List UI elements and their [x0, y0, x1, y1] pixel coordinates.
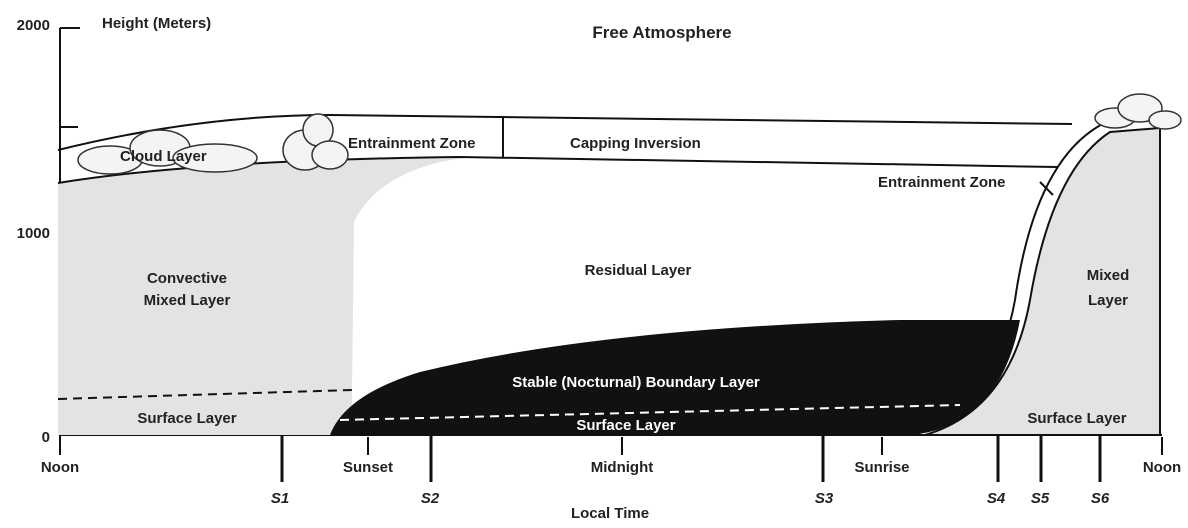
tick-label: 1000 [17, 225, 50, 242]
dashed-line [339, 404, 961, 421]
time-label: Sunset [343, 459, 393, 476]
time-label: Noon [1143, 459, 1181, 476]
station-label: S3 [815, 490, 834, 507]
time-label: Sunrise [854, 459, 909, 476]
label: Free Atmosphere [592, 23, 731, 42]
tick-label: 0 [42, 429, 50, 446]
time-markers [59, 437, 1163, 455]
label: Residual Layer [585, 262, 692, 279]
label: Mixed Layer [144, 292, 231, 309]
label: Surface Layer [1027, 410, 1126, 427]
label: Mixed [1087, 267, 1130, 284]
time-label: Midnight [591, 459, 653, 476]
label: Convective [147, 270, 227, 287]
label: Cloud Layer [120, 148, 207, 165]
station-label: S6 [1091, 490, 1110, 507]
label: Stable (Nocturnal) Boundary Layer [512, 374, 760, 391]
station-lines [280, 435, 1102, 482]
label: Entrainment Zone [348, 135, 476, 152]
inversion-top [57, 113, 1073, 151]
label: Surface Layer [137, 410, 236, 427]
axis-title: Local Time [571, 505, 649, 522]
dashed-line [57, 389, 353, 400]
label: Capping Inversion [570, 135, 701, 152]
convective-layer [58, 157, 470, 400]
label: Surface Layer [576, 417, 675, 434]
station-label: S5 [1031, 490, 1050, 507]
pointer [1039, 181, 1054, 196]
stable-layer [330, 320, 1020, 435]
axis-title: Height (Meters) [102, 15, 211, 32]
cloud [77, 93, 1182, 175]
station-label: S1 [271, 490, 289, 507]
station-label: S2 [421, 490, 440, 507]
station-label: S4 [987, 490, 1006, 507]
surface-layer-left [58, 392, 352, 435]
time-label: Noon [41, 459, 79, 476]
tick-label: 2000 [17, 17, 50, 34]
label: Entrainment Zone [878, 174, 1006, 191]
label: Layer [1088, 292, 1128, 309]
